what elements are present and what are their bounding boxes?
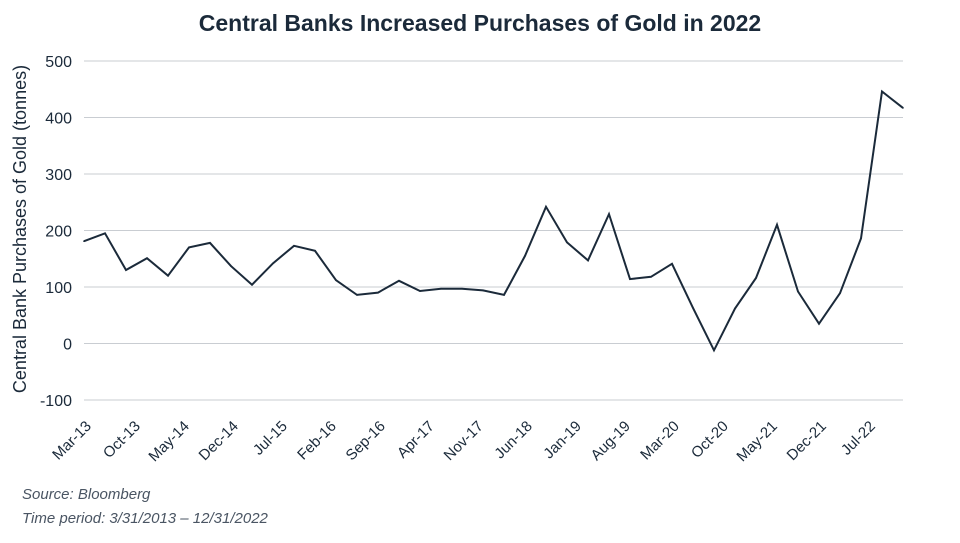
x-tick-label: Jul-15 [250,418,291,459]
data-series [83,89,904,353]
data-point [461,287,463,290]
data-point [545,205,547,208]
data-point [230,265,232,267]
x-tick-label: Oct-13 [100,418,144,462]
time-period-note: Time period: 3/31/2013 – 12/31/2022 [22,510,268,527]
data-point [272,262,274,265]
data-point [209,242,211,244]
x-tick-label: Aug-19 [588,418,634,464]
data-point [440,287,442,290]
data-point [104,232,106,235]
data-point [671,263,673,265]
y-tick-label: 500 [45,54,72,71]
data-point [902,107,904,109]
y-tick-label: -100 [40,393,72,410]
data-point [125,269,127,271]
data-point [419,290,421,292]
y-tick-label: 200 [45,224,72,241]
x-tick-label: May-21 [733,418,780,465]
x-tick-label: Apr-17 [394,418,438,462]
x-tick-label: Feb-16 [294,418,340,464]
data-point [650,276,652,278]
y-axis-ticks: -100 0 100 200 300 400 500 [40,54,72,410]
data-point [734,307,736,310]
data-point [587,259,589,262]
data-point [629,278,631,280]
source-note: Source: Bloomberg [22,486,151,503]
x-tick-label: Jan-19 [540,418,584,462]
data-point [251,283,253,286]
gridlines [84,60,903,401]
data-point [713,349,715,352]
data-point [293,244,295,247]
data-point [482,289,484,292]
series-line [83,89,904,353]
data-point [335,279,337,282]
data-point [566,241,568,244]
data-point [503,294,505,296]
data-point [776,224,778,226]
x-tick-label: Dec-21 [784,418,830,464]
data-point [692,307,694,309]
x-tick-label: Sep-16 [343,418,389,464]
x-tick-label: Jul-22 [838,418,879,459]
x-tick-label: Jun-18 [491,418,535,462]
y-axis-label: Central Bank Purchases of Gold (tonnes) [10,65,30,393]
y-tick-label: 100 [45,280,72,297]
data-point [188,246,190,249]
data-point [356,294,358,296]
data-point [881,90,883,93]
x-tick-label: Mar-20 [637,418,683,464]
x-axis-ticks: Mar-13 Oct-13 May-14 Dec-14 Jul-15 Feb-16 Sep-… [49,418,879,465]
x-tick-label: Nov-17 [441,418,487,464]
data-point [608,213,610,215]
x-tick-label: Mar-13 [49,418,95,464]
x-tick-label: May-14 [145,418,192,465]
data-point [797,290,799,293]
y-tick-label: 400 [45,111,72,128]
data-point [398,279,400,282]
data-point [860,237,862,240]
x-tick-label: Oct-20 [688,418,732,462]
data-point [839,292,841,295]
data-point [167,274,169,277]
data-point [377,291,379,294]
data-point [146,257,148,259]
data-point [755,277,757,279]
data-point [818,322,820,325]
chart-title: Central Banks Increased Purchases of Gol… [198,10,762,36]
y-tick-label: 300 [45,167,72,184]
data-point [524,255,526,257]
data-point [83,240,85,243]
x-tick-label: Dec-14 [196,418,242,464]
y-tick-label: 0 [63,337,72,354]
data-point [314,250,316,252]
